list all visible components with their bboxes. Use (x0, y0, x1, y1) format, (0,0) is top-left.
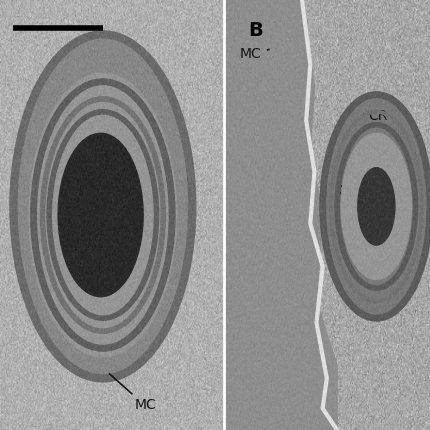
Circle shape (369, 220, 376, 236)
Text: MC: MC (109, 374, 156, 412)
Circle shape (358, 168, 395, 245)
Circle shape (29, 73, 177, 357)
Circle shape (385, 212, 393, 227)
Circle shape (58, 133, 143, 297)
Circle shape (373, 169, 380, 184)
Circle shape (364, 177, 372, 193)
Text: B: B (249, 22, 263, 40)
Circle shape (341, 133, 412, 280)
Circle shape (322, 95, 430, 318)
Circle shape (379, 186, 386, 201)
Text: MC: MC (240, 47, 269, 61)
Polygon shape (224, 0, 337, 430)
Text: CX: CX (347, 148, 371, 162)
Text: CR: CR (364, 109, 387, 123)
Text: CT: CT (331, 184, 355, 198)
Circle shape (13, 34, 192, 378)
